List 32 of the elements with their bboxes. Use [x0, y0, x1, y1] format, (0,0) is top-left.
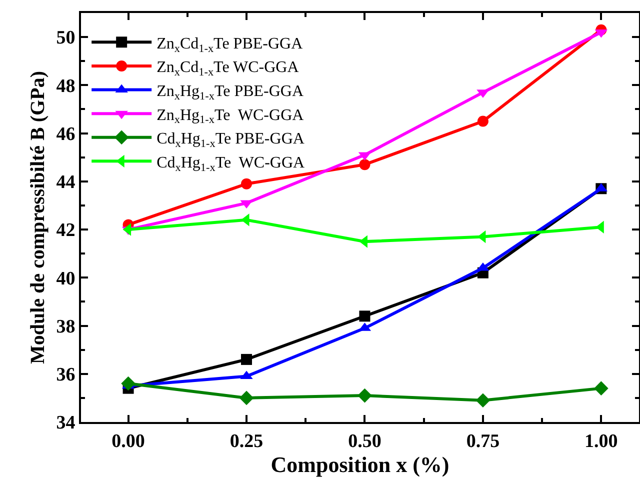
- legend-label: Zn$_{x}$Cd$_{1-x}$Te WC-GGA: [156, 59, 300, 79]
- y-tick-label: 36: [56, 364, 76, 386]
- point: [359, 310, 370, 322]
- x-tick-label: 0.75: [466, 430, 500, 452]
- point: [359, 159, 370, 170]
- x-tick-label: 0.00: [112, 430, 145, 452]
- legend-label: Cd$_{x}$Hg$_{1-x}$Te PBE-GGA: [156, 130, 305, 150]
- y-tick-label: 44: [56, 172, 76, 194]
- point: [241, 354, 252, 365]
- y-tick-label: 38: [56, 316, 76, 338]
- legend-label: Zn$_{x}$Cd$_{1-x}$Te PBE-GGA: [156, 35, 304, 55]
- point: [358, 388, 372, 403]
- x-axis-title: Composition x (%): [270, 452, 450, 478]
- x-tick-label: 0.50: [348, 430, 382, 452]
- y-tick-label: 48: [56, 76, 76, 97]
- y-tick-label: 46: [56, 124, 76, 145]
- point: [239, 390, 254, 406]
- y-tick-label: 42: [56, 220, 76, 242]
- x-tick-label: 1.00: [584, 430, 618, 452]
- legend-label: Cd$_{x}$Hg$_{1-x}$Te WC-GGA: [156, 154, 306, 174]
- point: [241, 178, 252, 190]
- y-tick-label: 34: [56, 412, 76, 434]
- point: [594, 381, 608, 396]
- y-tick-label: 50: [56, 28, 76, 49]
- point: [121, 376, 136, 391]
- point: [476, 393, 490, 408]
- y-axis-title: Module de compressibilté B (GPa): [27, 71, 50, 364]
- point: [477, 116, 488, 127]
- legend-label: Zn$_{x}$Hg$_{1-x}$Te WC-GGA: [156, 106, 304, 126]
- x-tick-label: 0.25: [230, 430, 264, 452]
- legend-label: Zn$_{x}$Hg$_{1-x}$Te PBE-GGA: [156, 83, 304, 102]
- y-tick-label: 40: [56, 268, 76, 290]
